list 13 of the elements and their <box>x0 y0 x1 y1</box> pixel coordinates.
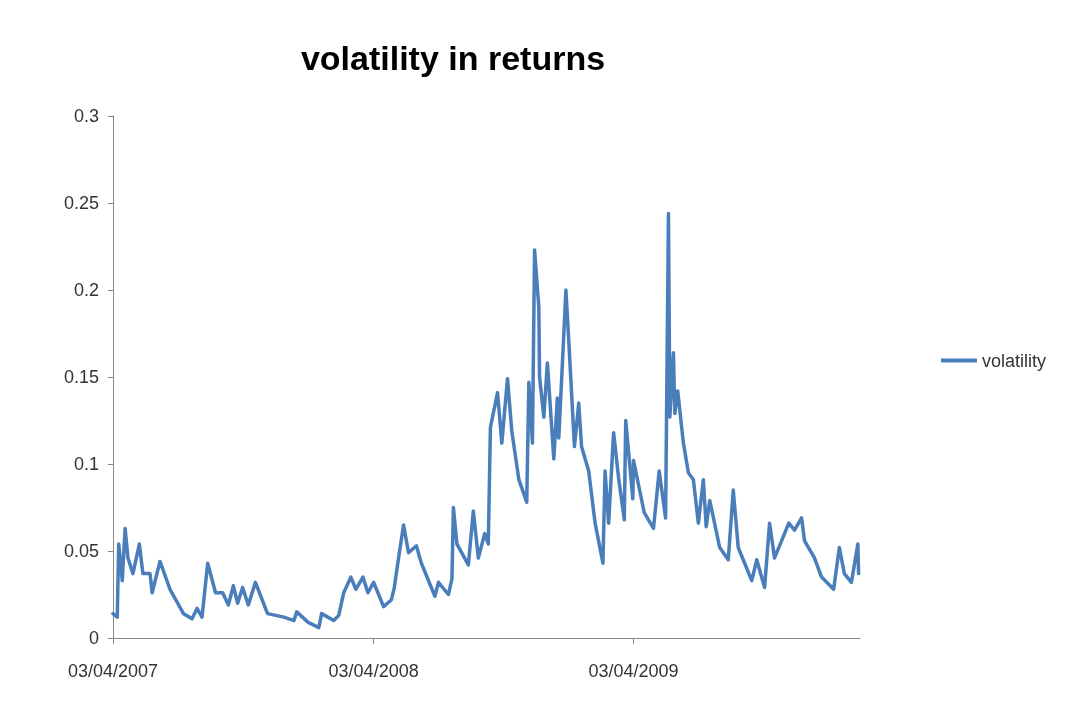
x-tick-label: 03/04/2009 <box>588 661 679 681</box>
y-tick-label: 0.15 <box>63 367 99 387</box>
line-series <box>111 211 861 630</box>
y-tick-label: 0.25 <box>63 193 99 213</box>
x-tick-label: 03/04/2007 <box>67 661 159 681</box>
y-tick-label: 0.3 <box>73 106 99 126</box>
y-tick-label: 0.05 <box>63 541 99 561</box>
y-tick-label: 0.2 <box>73 280 99 300</box>
chart-title: volatility in returns <box>300 39 606 77</box>
legend-label: volatility <box>981 350 1047 371</box>
y-tick-label: 0.1 <box>73 454 99 474</box>
x-tick-label: 03/04/2008 <box>328 661 419 681</box>
y-tick-label: 0 <box>88 628 99 648</box>
